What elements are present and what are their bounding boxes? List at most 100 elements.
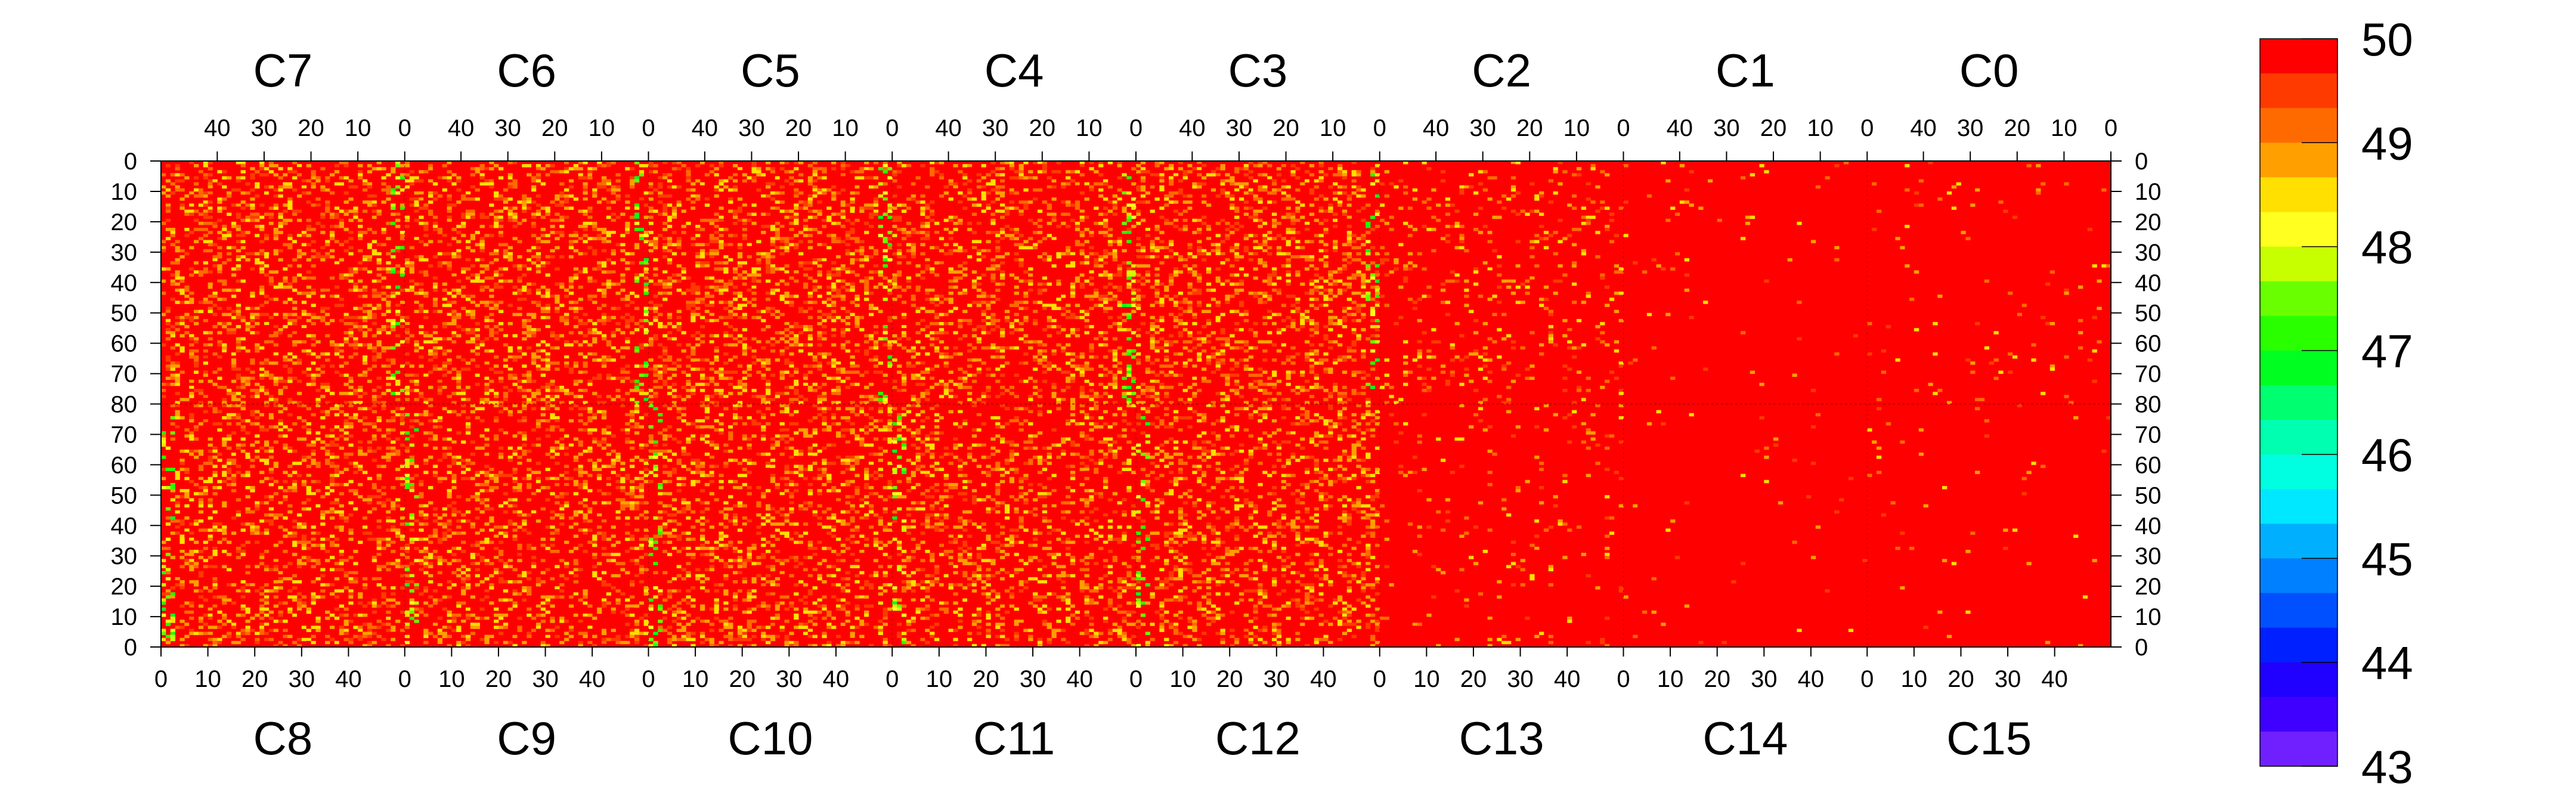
heatmap-cell: [208, 401, 213, 404]
heatmap-cell: [465, 212, 471, 216]
heatmap-cell: [611, 282, 616, 286]
heatmap-cell: [189, 203, 194, 207]
heatmap-cell: [854, 328, 860, 332]
heatmap-cell: [353, 337, 358, 340]
heatmap-cell: [794, 161, 799, 165]
heatmap-cell: [723, 282, 729, 286]
heatmap-cell: [714, 355, 719, 359]
heatmap-cell: [371, 188, 377, 192]
heatmap-cell: [395, 224, 401, 228]
heatmap-cell: [568, 282, 574, 286]
heatmap-cell: [751, 285, 757, 289]
heatmap-cell: [887, 203, 893, 207]
heatmap-cell: [667, 282, 673, 286]
heatmap-cell: [766, 264, 771, 268]
heatmap-cell: [962, 321, 968, 326]
heatmap-cell: [671, 389, 677, 392]
heatmap-cell: [911, 197, 916, 201]
heatmap-cell: [522, 364, 527, 368]
heatmap-cell: [812, 179, 818, 183]
heatmap-cell: [479, 176, 485, 179]
heatmap-cell: [273, 334, 278, 338]
heatmap-cell: [245, 231, 250, 234]
heatmap-cell: [892, 334, 897, 338]
heatmap-cell: [278, 401, 283, 404]
heatmap-cell: [512, 200, 518, 204]
heatmap-cell: [236, 167, 242, 171]
heatmap-cell: [587, 176, 593, 179]
heatmap-cell: [732, 285, 738, 289]
heatmap-cell: [212, 182, 218, 186]
heatmap-cell: [568, 401, 574, 404]
heatmap-cell: [766, 185, 771, 189]
heatmap-cell: [531, 224, 537, 228]
heatmap-cell: [704, 273, 710, 277]
heatmap-cell: [901, 315, 907, 320]
heatmap-cell: [400, 318, 405, 323]
heatmap-cell: [527, 401, 532, 404]
heatmap-cell: [451, 273, 457, 277]
heatmap-cell: [822, 261, 827, 265]
heatmap-cell: [535, 212, 541, 216]
heatmap-cell: [831, 282, 837, 286]
heatmap-cell: [222, 197, 227, 201]
heatmap-cell: [807, 370, 813, 374]
heatmap-cell: [442, 176, 447, 179]
heatmap-cell: [212, 401, 218, 404]
heatmap-cell: [255, 215, 260, 219]
heatmap-cell: [278, 376, 283, 380]
heatmap-cell: [817, 191, 822, 195]
heatmap-cell: [784, 237, 789, 240]
heatmap-cell: [714, 164, 719, 168]
heatmap-cell: [817, 373, 822, 377]
heatmap-cell: [953, 331, 958, 335]
heatmap-cell: [198, 309, 204, 314]
heatmap-cell: [864, 221, 869, 225]
heatmap-cell: [817, 352, 822, 356]
heatmap-cell: [583, 273, 588, 277]
heatmap-cell: [273, 398, 278, 401]
heatmap-cell: [414, 240, 419, 243]
heatmap-cell: [606, 231, 612, 234]
heatmap-cell: [850, 282, 855, 286]
heatmap-cell: [227, 331, 232, 335]
heatmap-cell: [723, 267, 729, 271]
heatmap-cell: [732, 276, 738, 280]
heatmap-cell: [845, 203, 850, 207]
heatmap-cell: [747, 346, 752, 350]
heatmap-cell: [883, 167, 888, 171]
heatmap-cell: [897, 270, 902, 274]
heatmap-cell: [475, 188, 480, 192]
heatmap-cell: [432, 228, 438, 231]
heatmap-cell: [592, 392, 597, 395]
heatmap-cell: [283, 203, 288, 207]
heatmap-cell: [512, 161, 518, 165]
heatmap-cell: [179, 367, 185, 371]
heatmap-cell: [948, 379, 953, 383]
heatmap-cell: [789, 304, 794, 307]
heatmap-cell: [897, 343, 902, 347]
heatmap-cell: [676, 343, 682, 347]
heatmap-cell: [306, 382, 311, 386]
heatmap-cell: [868, 276, 874, 280]
heatmap-cell: [568, 343, 574, 347]
heatmap-cell: [250, 312, 255, 317]
heatmap-cell: [371, 401, 377, 404]
heatmap-cell: [311, 343, 316, 347]
heatmap-cell: [794, 221, 799, 225]
heatmap-cell: [175, 261, 180, 265]
heatmap-cell: [634, 318, 640, 323]
heatmap-cell: [564, 355, 569, 359]
heatmap-cell: [920, 221, 925, 225]
heatmap-cell: [606, 185, 612, 189]
heatmap-cell: [179, 292, 185, 295]
heatmap-cell: [807, 240, 813, 243]
heatmap-cell: [728, 282, 733, 286]
heatmap-cell: [198, 173, 204, 177]
heatmap-cell: [432, 182, 438, 186]
heatmap-cell: [358, 373, 363, 377]
heatmap-cell: [559, 401, 565, 404]
heatmap-cell: [835, 270, 841, 274]
heatmap-cell: [737, 306, 743, 310]
heatmap-cell: [381, 298, 386, 301]
